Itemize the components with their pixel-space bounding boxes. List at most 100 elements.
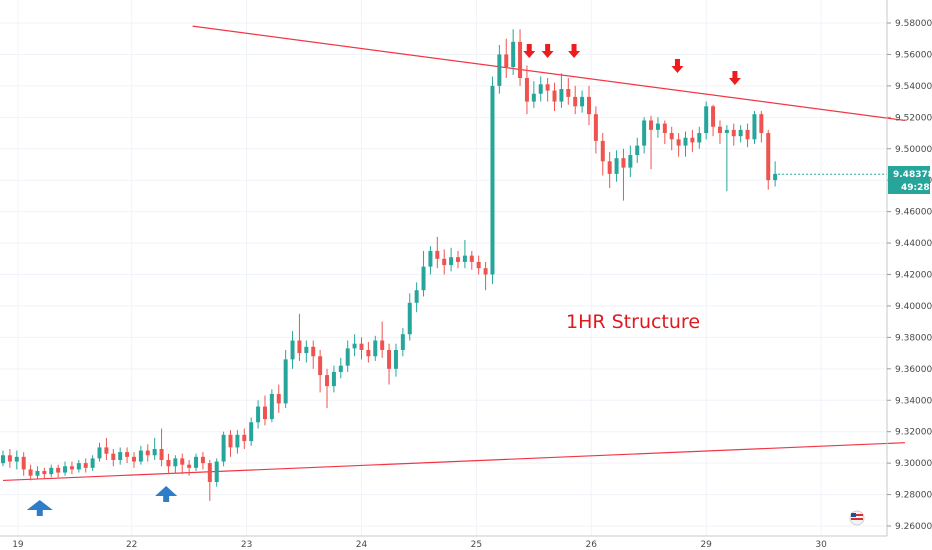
candle-body: [552, 90, 557, 102]
candle-body: [359, 343, 364, 350]
candle: [628, 145, 633, 178]
candle-body: [600, 140, 605, 162]
candle: [297, 313, 302, 361]
candle-body: [435, 250, 440, 259]
candle: [635, 137, 640, 163]
candle-body: [738, 129, 743, 137]
candle-body: [262, 406, 267, 420]
price-tick-label: 9.30000: [895, 459, 932, 469]
candle-body: [338, 365, 343, 372]
candle-body: [228, 434, 233, 448]
candle: [221, 431, 226, 467]
arrow-markers: [26, 44, 741, 516]
price-tick-label: 9.58000: [895, 19, 932, 29]
candle-body: [7, 455, 12, 462]
candle: [56, 464, 61, 478]
candle: [256, 400, 261, 429]
candle: [104, 437, 109, 460]
candle: [152, 437, 157, 460]
candle: [642, 117, 647, 154]
candle: [125, 447, 130, 464]
candle: [738, 125, 743, 143]
candle: [249, 417, 254, 446]
candle: [462, 239, 467, 269]
candle: [1, 450, 5, 467]
candle-body: [221, 434, 226, 462]
time-tick-label: 22: [126, 540, 137, 550]
candle-body: [318, 356, 323, 376]
candle-body: [28, 469, 33, 476]
candle-body: [214, 461, 219, 482]
candle: [7, 448, 12, 468]
price-tick-label: 9.40000: [895, 302, 932, 312]
candle: [449, 247, 454, 272]
candle-body: [387, 349, 392, 369]
candle-body: [593, 114, 598, 141]
candle-body: [297, 340, 302, 354]
candle-body: [655, 123, 660, 130]
candle: [531, 81, 536, 108]
time-axis[interactable]: 19 22 23 24 25 26 29 30: [0, 535, 887, 550]
candle-body: [104, 447, 109, 454]
candle-body: [373, 340, 378, 357]
candle-body: [559, 89, 564, 102]
candles: [1, 29, 887, 501]
candle: [359, 337, 364, 360]
candle-body: [442, 258, 447, 266]
candle: [269, 389, 274, 423]
candle: [745, 123, 750, 148]
candle-body: [414, 290, 419, 303]
time-tick-label: 19: [12, 540, 24, 550]
candle: [118, 447, 123, 465]
candle-body: [42, 470, 47, 475]
price-tick-label: 9.54000: [895, 82, 932, 92]
candle-body: [173, 458, 178, 467]
candle-body: [717, 126, 722, 134]
candle-body: [759, 114, 764, 134]
candle-body: [311, 346, 316, 357]
candle: [711, 104, 716, 137]
candle-body: [538, 84, 543, 94]
current-price-label: 9.48378: [893, 170, 932, 180]
candle: [724, 125, 729, 192]
candle: [759, 111, 764, 143]
candle-body: [497, 54, 502, 86]
candle: [497, 45, 502, 94]
candle-body: [628, 155, 633, 168]
candle-body: [773, 173, 778, 181]
price-tick-label: 9.26000: [895, 522, 932, 532]
candle-body: [35, 470, 40, 476]
time-tick-label: 24: [356, 540, 368, 550]
time-tick-label: 25: [471, 540, 482, 550]
candle-body: [586, 96, 591, 115]
candle-body: [573, 96, 578, 107]
candle-body: [635, 145, 640, 156]
current-price-badge-bg: [888, 166, 930, 194]
price-tick-label: 9.56000: [895, 50, 932, 60]
candle-body: [642, 120, 647, 146]
candle-body: [145, 450, 150, 456]
candle: [21, 452, 26, 476]
candle: [63, 461, 68, 476]
candle-body: [242, 434, 247, 442]
candle: [380, 321, 385, 358]
candle: [469, 250, 474, 270]
candle-body: [366, 349, 371, 357]
candle: [262, 395, 267, 426]
candle: [290, 331, 295, 369]
candle: [304, 340, 309, 363]
price-axis[interactable]: 9.580009.560009.540009.520009.500009.480…: [886, 0, 932, 536]
candle-body: [256, 406, 261, 423]
candle: [28, 464, 33, 481]
candle-body: [159, 448, 164, 460]
candle: [766, 129, 771, 190]
candle: [407, 293, 412, 341]
up-arrow-icon: [155, 486, 178, 502]
candle-body: [580, 96, 585, 107]
candle: [593, 106, 598, 154]
candle-body: [380, 340, 385, 350]
annotation-text: 1HR Structure: [566, 311, 700, 333]
candle: [180, 453, 185, 475]
candle-body: [235, 434, 240, 448]
